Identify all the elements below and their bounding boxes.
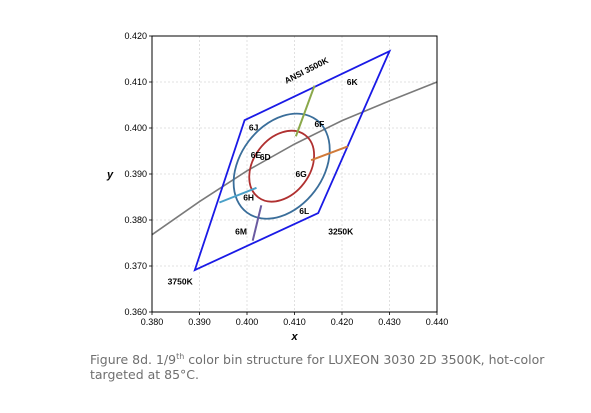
y-tick-label: 0.410 — [124, 77, 147, 87]
annotation-label: 6M — [235, 227, 247, 237]
annotation-label: 6L — [299, 206, 309, 216]
figure-caption: Figure 8d. 1/9th color bin structure for… — [90, 352, 590, 382]
bin-divider-segment — [251, 205, 263, 241]
bin-divider-segment — [294, 85, 316, 137]
y-tick-label: 0.420 — [124, 31, 147, 41]
y-tick-label: 0.370 — [124, 261, 147, 271]
annotation-label: 6E — [251, 150, 262, 160]
y-tick-label: 0.390 — [124, 169, 147, 179]
planckian-locus-line — [151, 81, 438, 236]
bin-quadrangle — [193, 49, 392, 272]
caption-prefix: Figure 8d. 1/9 — [90, 352, 177, 368]
annotation-label: 3750K — [168, 276, 194, 286]
caption-superscript: th — [176, 352, 185, 361]
plot-frame — [151, 35, 438, 313]
x-tick-label: 0.410 — [283, 317, 306, 327]
annotation-label: 6D — [260, 152, 271, 162]
bin-divider-segment — [310, 145, 349, 162]
x-tick-label: 0.380 — [141, 317, 164, 327]
annotation-label: 6K — [347, 77, 359, 87]
x-tick-label: 0.400 — [236, 317, 259, 327]
y-tick-label: 0.360 — [124, 307, 147, 317]
caption-suffix: color bin structure for LUXEON 3030 2D 3… — [90, 352, 545, 383]
annotation-label: 6H — [243, 193, 254, 203]
outer-ellipse — [232, 112, 331, 220]
x-tick-label: 0.390 — [188, 317, 211, 327]
x-tick-label: 0.430 — [378, 317, 401, 327]
annotation-label: 3250K — [328, 227, 354, 237]
y-tick-label: 0.380 — [124, 215, 147, 225]
grid — [149, 35, 438, 315]
x-axis-title: x — [290, 331, 298, 343]
tick-labels: 0.380 0.390 0.400 0.410 0.420 0.430 0.440 0.360… — [124, 31, 448, 327]
x-tick-label: 0.440 — [426, 317, 449, 327]
x-tick-label: 0.420 — [331, 317, 354, 327]
annotation-label: 6J — [249, 122, 259, 132]
annotation-label: 6F — [314, 119, 324, 129]
chart: 0.380 0.390 0.400 0.410 0.420 0.430 0.440 0.360… — [106, 31, 448, 343]
bin-divider-segment — [219, 186, 257, 204]
plot-area — [151, 49, 438, 272]
y-axis-title: y — [106, 169, 114, 181]
y-tick-label: 0.400 — [124, 123, 147, 133]
annotation-label: ANSI 3500K — [283, 55, 331, 86]
inner-ellipse — [248, 129, 316, 203]
annotation-label: 6G — [295, 169, 307, 179]
